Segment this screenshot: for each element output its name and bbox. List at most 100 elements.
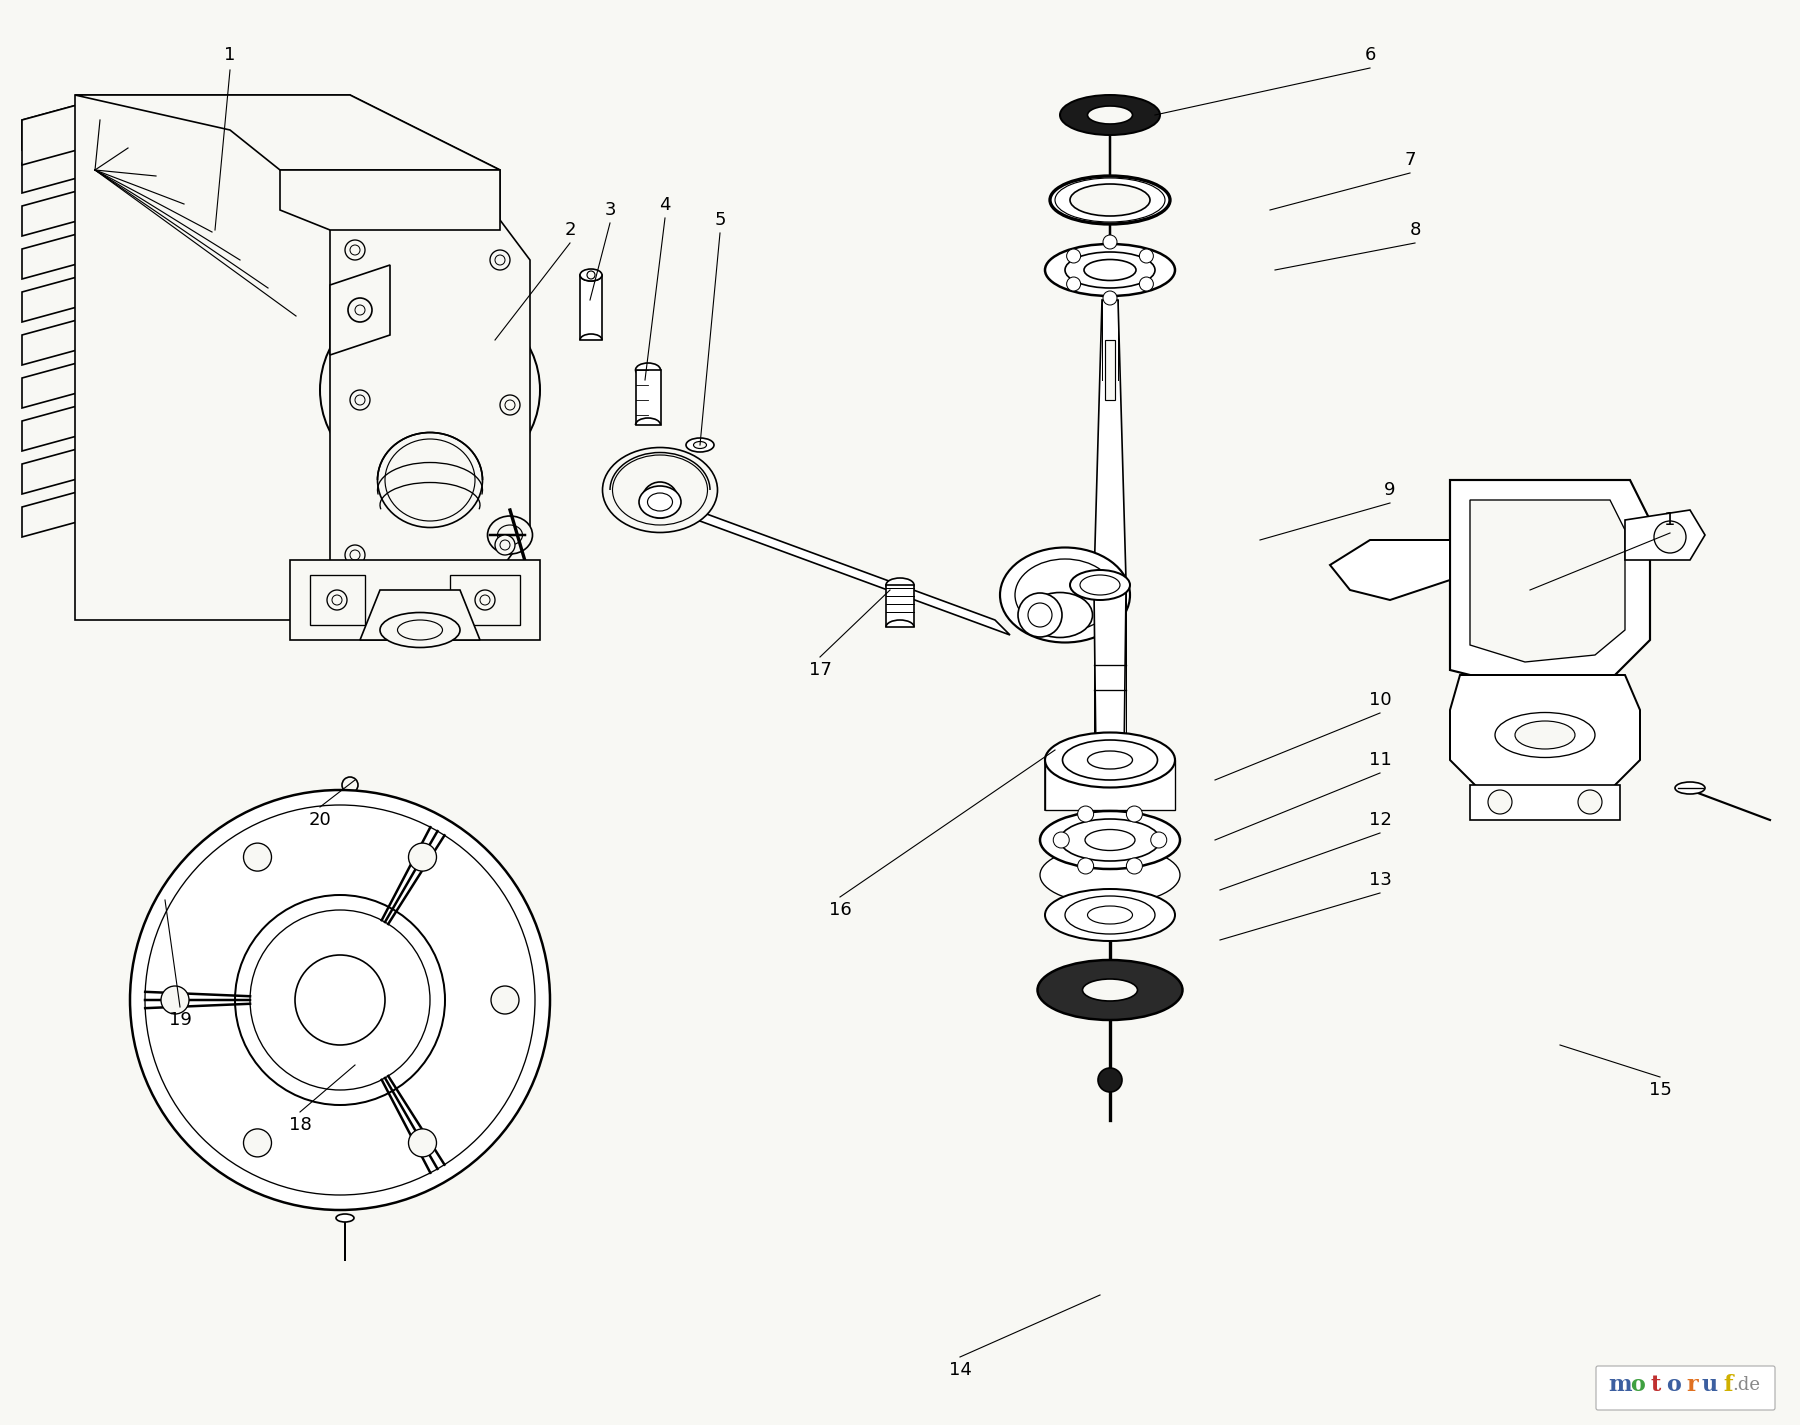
Bar (1046, 760, 1175, 809)
Polygon shape (450, 576, 520, 626)
Polygon shape (329, 219, 529, 570)
Circle shape (506, 400, 515, 410)
Ellipse shape (693, 442, 706, 449)
Ellipse shape (407, 355, 472, 415)
Ellipse shape (1040, 846, 1181, 903)
Circle shape (349, 550, 360, 560)
Text: 13: 13 (1368, 871, 1391, 889)
Circle shape (1139, 249, 1154, 264)
Polygon shape (1451, 675, 1640, 789)
Ellipse shape (1046, 244, 1175, 296)
Circle shape (587, 271, 596, 279)
Circle shape (1150, 832, 1166, 848)
Circle shape (236, 895, 445, 1104)
Text: 18: 18 (288, 1116, 311, 1134)
Ellipse shape (1060, 819, 1159, 861)
Circle shape (1103, 235, 1118, 249)
Circle shape (1100, 745, 1111, 755)
Text: 14: 14 (949, 1361, 972, 1379)
Ellipse shape (686, 437, 715, 452)
Text: 1: 1 (225, 46, 236, 64)
Text: m: m (1607, 1374, 1633, 1396)
Ellipse shape (1676, 782, 1705, 794)
Circle shape (1127, 858, 1143, 874)
Bar (886, 586, 914, 627)
Ellipse shape (1001, 547, 1130, 643)
Ellipse shape (1028, 593, 1093, 637)
Text: 5: 5 (715, 211, 725, 229)
Ellipse shape (1066, 252, 1156, 288)
Circle shape (1579, 789, 1602, 814)
Ellipse shape (1087, 105, 1132, 124)
Polygon shape (281, 170, 500, 229)
Circle shape (243, 1129, 272, 1157)
Ellipse shape (1085, 829, 1136, 851)
Circle shape (409, 1129, 436, 1157)
Polygon shape (22, 363, 77, 408)
Circle shape (331, 596, 342, 606)
Circle shape (295, 955, 385, 1045)
Ellipse shape (1082, 979, 1138, 1000)
Text: u: u (1703, 1374, 1717, 1396)
Ellipse shape (385, 335, 495, 435)
Ellipse shape (612, 455, 707, 524)
Polygon shape (22, 449, 77, 494)
Ellipse shape (380, 613, 461, 647)
Polygon shape (1094, 590, 1127, 760)
Circle shape (146, 805, 535, 1196)
Polygon shape (76, 95, 500, 620)
Text: f: f (1723, 1374, 1733, 1396)
Circle shape (1139, 276, 1154, 291)
Polygon shape (22, 321, 77, 365)
Circle shape (495, 255, 506, 265)
Circle shape (1028, 603, 1051, 627)
Ellipse shape (1516, 721, 1575, 750)
Polygon shape (1625, 510, 1705, 560)
Text: 1: 1 (1665, 512, 1676, 529)
Ellipse shape (337, 1214, 355, 1223)
Ellipse shape (320, 291, 540, 490)
Circle shape (349, 245, 360, 255)
Circle shape (1067, 249, 1080, 264)
Ellipse shape (497, 524, 522, 544)
Circle shape (643, 482, 679, 519)
Ellipse shape (639, 486, 680, 519)
Ellipse shape (648, 493, 673, 512)
Text: o: o (1667, 1374, 1681, 1396)
Circle shape (500, 395, 520, 415)
Text: o: o (1631, 1374, 1645, 1396)
Circle shape (1067, 276, 1080, 291)
Circle shape (1098, 1067, 1121, 1092)
Ellipse shape (635, 363, 661, 378)
Bar (580, 275, 601, 341)
Ellipse shape (378, 433, 482, 527)
Circle shape (243, 844, 272, 871)
Ellipse shape (1084, 259, 1136, 281)
Circle shape (250, 911, 430, 1090)
Polygon shape (22, 148, 77, 192)
Circle shape (1019, 593, 1062, 637)
Ellipse shape (340, 308, 520, 473)
Text: 10: 10 (1368, 691, 1391, 710)
Circle shape (355, 395, 365, 405)
Circle shape (342, 777, 358, 792)
Circle shape (1489, 789, 1512, 814)
Ellipse shape (580, 269, 601, 281)
Bar (1105, 341, 1114, 400)
Text: r: r (1687, 1374, 1697, 1396)
Circle shape (346, 239, 365, 259)
Text: 12: 12 (1368, 811, 1391, 829)
Text: 6: 6 (1364, 46, 1375, 64)
Circle shape (409, 844, 436, 871)
Ellipse shape (1060, 95, 1159, 135)
Polygon shape (1451, 480, 1651, 690)
Polygon shape (22, 492, 77, 537)
Circle shape (1103, 291, 1118, 305)
Text: 20: 20 (308, 811, 331, 829)
FancyBboxPatch shape (1597, 1367, 1775, 1409)
Ellipse shape (886, 579, 914, 591)
Circle shape (130, 789, 551, 1210)
Circle shape (475, 590, 495, 610)
Bar (635, 370, 661, 425)
Ellipse shape (1046, 889, 1175, 941)
